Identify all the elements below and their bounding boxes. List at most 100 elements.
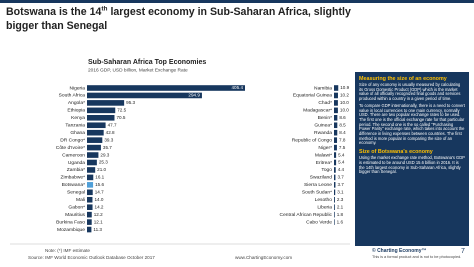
- value-label: 10.0: [340, 100, 349, 105]
- value-label: 14.2: [95, 204, 104, 209]
- bar: [334, 152, 337, 158]
- section-heading: Measuring the size of an economy: [359, 76, 447, 82]
- category-label: Namibia: [314, 85, 332, 91]
- category-label: Lesotho: [315, 197, 333, 203]
- source: Source: IMF World Economic Outlook Datab…: [28, 255, 155, 260]
- value-label: 10.2: [340, 93, 349, 98]
- chart-title: Sub-Saharan Africa Top Economies: [88, 59, 206, 66]
- bar: [87, 144, 101, 151]
- bar: [87, 182, 94, 188]
- value-label: 70.5: [116, 115, 125, 120]
- bar: [334, 107, 338, 114]
- bar: [87, 92, 202, 99]
- bar: [87, 137, 103, 143]
- value-label: 11.3: [93, 227, 102, 232]
- category-label: Niger*: [318, 145, 332, 151]
- category-label: Zambia*: [67, 167, 85, 173]
- category-label: Nigeria: [70, 85, 86, 91]
- bar: [87, 152, 99, 158]
- title-text: largest economy in Sub-Saharan Africa, s…: [6, 6, 351, 32]
- category-label: Mozambique: [57, 227, 85, 233]
- disclaimer: This is a formal product and is not to b…: [372, 255, 462, 259]
- bar: [334, 122, 338, 129]
- category-label: South Africa: [59, 93, 86, 99]
- category-label: Eritrea*: [316, 160, 332, 166]
- bar: [334, 159, 337, 166]
- value-label: 3.7: [337, 175, 344, 180]
- bar: [87, 189, 93, 196]
- value-label: 1.8: [337, 212, 344, 217]
- bar: [334, 204, 335, 210]
- value-label: 8.5: [339, 122, 346, 127]
- bar: [334, 189, 336, 196]
- website: www.ChartingEconomy.com: [235, 255, 292, 260]
- value-label: 12.1: [94, 219, 103, 224]
- bar: [87, 226, 92, 233]
- bar: [334, 182, 336, 188]
- value-label: 21.0: [97, 167, 106, 172]
- bar: [87, 196, 93, 203]
- value-label: 39.3: [104, 137, 113, 142]
- bar: [334, 137, 338, 143]
- category-label: Equatorial Guinea: [293, 93, 332, 99]
- value-label: 3.7: [337, 182, 344, 187]
- top-band: [0, 0, 474, 3]
- section-paragraph: To compare GDP internationally, there is…: [359, 102, 465, 146]
- category-label: Guinea*: [314, 123, 332, 129]
- category-label: Madagascar*: [303, 108, 332, 114]
- bar: [87, 129, 104, 136]
- category-label: Sierra Leone: [304, 182, 332, 188]
- value-label: 405.4: [232, 85, 244, 90]
- value-label: 14.7: [95, 190, 104, 195]
- sidebar-section: Measuring the size of an economy Size of …: [359, 76, 465, 146]
- value-label: 95.3: [126, 100, 135, 105]
- value-label: 2.3: [337, 197, 344, 202]
- value-label: 72.5: [117, 108, 126, 113]
- category-label: South Sudan*: [302, 190, 332, 196]
- category-label: Senegal: [67, 190, 85, 196]
- value-label: 16.1: [95, 175, 104, 180]
- category-label: Burkina Faso: [56, 219, 85, 225]
- bar: [334, 196, 335, 203]
- copyright: © Charting Economy™: [372, 248, 427, 254]
- value-label: 42.8: [106, 130, 115, 135]
- category-label: Chad*: [318, 100, 332, 106]
- category-label: Kenya: [71, 115, 85, 121]
- bar: [87, 174, 94, 181]
- bar: [334, 92, 338, 99]
- bar: [334, 211, 335, 218]
- category-label: Mali: [76, 197, 85, 203]
- value-label: 25.3: [99, 160, 108, 165]
- bar: [87, 159, 97, 166]
- category-label: Côte d'Ivoire*: [56, 145, 85, 151]
- bar: [334, 174, 336, 181]
- category-label: Republic of Congo: [292, 137, 333, 143]
- bar: [87, 167, 96, 173]
- value-label: 10.0: [340, 108, 349, 113]
- value-label: 29.3: [100, 152, 109, 157]
- value-label: 4.4: [338, 167, 345, 172]
- category-label: Swaziland: [310, 175, 333, 181]
- category-label: Angola*: [68, 100, 85, 106]
- value-label: 5.4: [338, 160, 345, 165]
- note: Note: (*) IMF estimate: [45, 248, 90, 253]
- bar: [334, 115, 338, 121]
- bar: [87, 107, 116, 114]
- value-label: 35.7: [103, 145, 112, 150]
- bar: [87, 115, 115, 121]
- category-label: Togo: [321, 167, 332, 173]
- bar: [87, 211, 92, 218]
- chart: Sub-Saharan Africa Top Economies 2016 GD…: [10, 59, 350, 260]
- bar: [87, 85, 245, 91]
- bar: [334, 144, 337, 151]
- bar: [87, 219, 92, 225]
- bar: [334, 85, 339, 91]
- value-label: 8.4: [339, 130, 346, 135]
- category-label: Rwanda: [314, 130, 332, 136]
- category-label: Uganda: [68, 160, 85, 166]
- section-paragraph: Using the market exchange rate method, B…: [359, 155, 465, 175]
- sidebar-section: Size of Botswana's economy Using the mark…: [359, 149, 465, 175]
- slide-title: Botswana is the 14th largest economy in …: [6, 5, 351, 33]
- value-label: 2.1: [337, 204, 344, 209]
- category-label: DR Congo*: [60, 137, 85, 143]
